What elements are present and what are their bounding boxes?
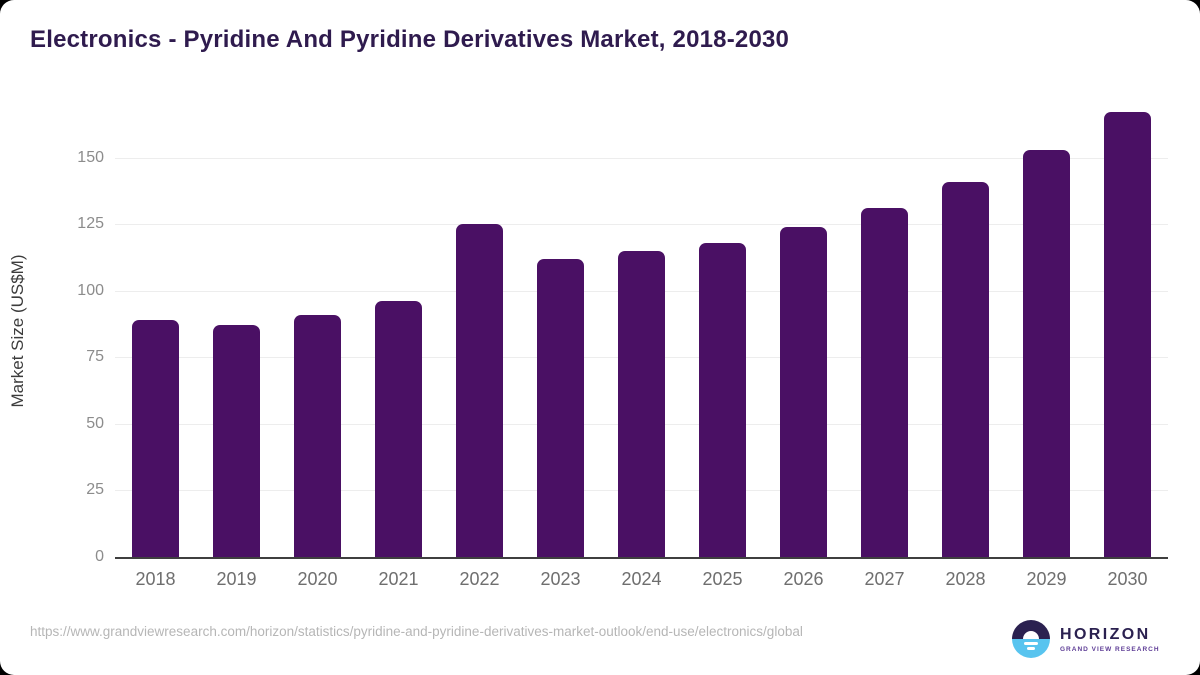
bar-2025[interactable] — [699, 242, 746, 557]
icon-reflection-line — [1027, 647, 1035, 650]
bar-2028[interactable] — [942, 181, 989, 557]
logo-name: HORIZON — [1060, 625, 1151, 643]
logo-text: HORIZON GRAND VIEW RESEARCH — [1060, 626, 1160, 653]
source-url-text: https://www.grandviewresearch.com/horizo… — [30, 624, 803, 639]
y-tick-label: 25 — [86, 481, 104, 499]
x-tick-label: 2020 — [297, 569, 338, 589]
y-tick-label: 0 — [95, 548, 104, 565]
x-tick-label: 2022 — [459, 569, 500, 589]
x-tick-label: 2019 — [216, 569, 257, 589]
y-tick-label: 150 — [77, 148, 104, 166]
x-tick-label: 2025 — [702, 569, 743, 589]
brand-logo: HORIZON GRAND VIEW RESEARCH — [1012, 620, 1160, 658]
x-tick-label: 2029 — [1026, 569, 1067, 589]
icon-sun — [1023, 631, 1039, 639]
plot-area — [115, 91, 1168, 559]
horizon-sunrise-icon — [1012, 620, 1050, 658]
bar-2030[interactable] — [1104, 112, 1151, 557]
x-tick-label: 2024 — [621, 569, 662, 589]
x-tick-label: 2023 — [540, 569, 581, 589]
y-tick-label: 75 — [86, 348, 104, 366]
gridline — [115, 224, 1168, 226]
bar-2021[interactable] — [375, 301, 422, 557]
bar-2027[interactable] — [861, 208, 908, 557]
logo-subtitle: GRAND VIEW RESEARCH — [1060, 645, 1160, 653]
icon-sky — [1012, 620, 1050, 639]
bar-2019[interactable] — [213, 325, 260, 557]
gridline — [115, 157, 1168, 159]
bar-2024[interactable] — [618, 250, 665, 557]
y-axis-tick-labels: 0 25 50 75 100 125 150 — [40, 91, 104, 564]
bar-2026[interactable] — [780, 226, 827, 557]
bar-2020[interactable] — [294, 314, 341, 557]
chart-title: Electronics - Pyridine And Pyridine Deri… — [30, 26, 790, 53]
x-tick-label: 2026 — [783, 569, 824, 589]
x-tick-label: 2021 — [378, 569, 419, 589]
y-tick-label: 125 — [77, 215, 104, 233]
x-tick-label: 2018 — [135, 569, 176, 589]
bar-2029[interactable] — [1023, 149, 1070, 557]
x-axis-line — [115, 557, 1168, 559]
bar-2023[interactable] — [537, 258, 584, 557]
bar-2018[interactable] — [132, 320, 179, 557]
y-tick-label: 100 — [77, 281, 104, 299]
x-tick-label: 2030 — [1107, 569, 1148, 589]
y-tick-label: 50 — [86, 414, 104, 432]
x-tick-label: 2027 — [864, 569, 905, 589]
y-axis-title: Market Size (US$M) — [8, 254, 27, 408]
icon-reflection-line — [1024, 642, 1038, 645]
x-axis-tick-labels: 2018 2019 2020 2021 2022 2023 2024 2025 2026 2027… — [115, 568, 1168, 592]
x-tick-label: 2028 — [945, 569, 986, 589]
bar-2022[interactable] — [456, 224, 503, 557]
